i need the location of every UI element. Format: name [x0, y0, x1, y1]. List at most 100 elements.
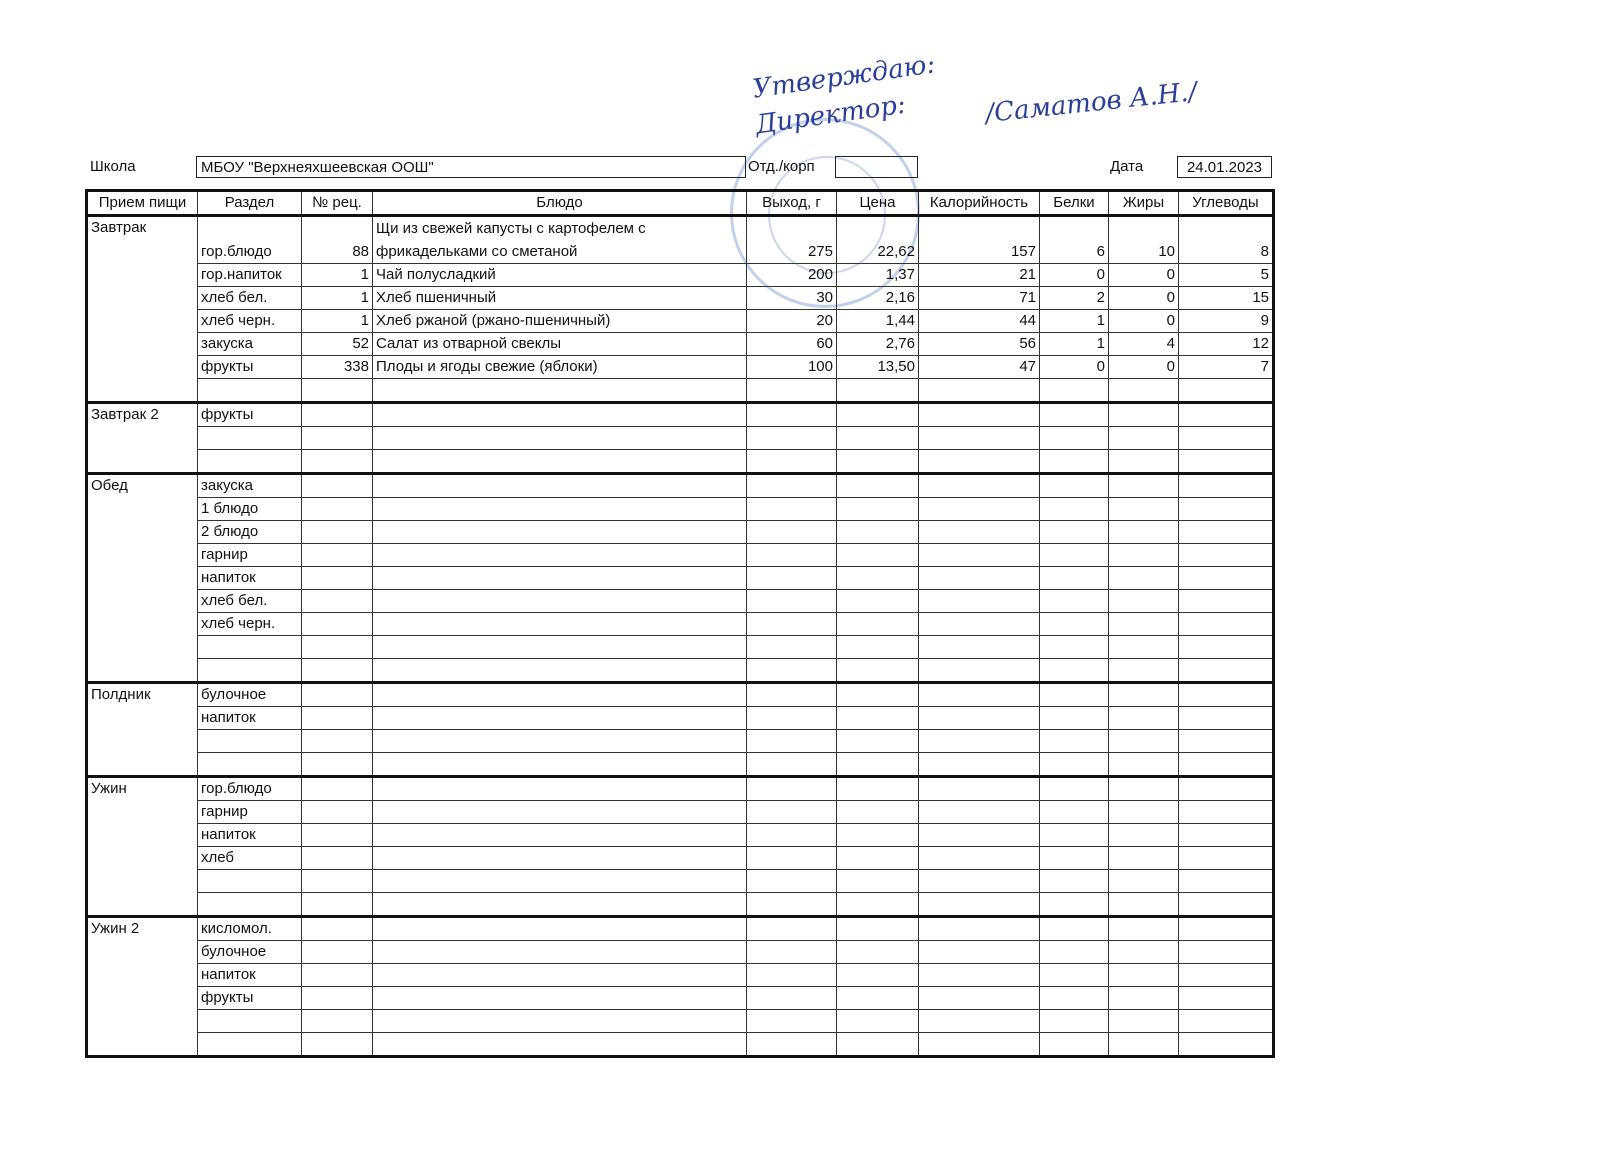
cell: [746, 658, 837, 683]
cell: [301, 986, 373, 1010]
cell: [197, 635, 302, 659]
menu-row: [87, 1032, 1274, 1057]
cell: [918, 681, 1040, 707]
cell: 4: [1108, 332, 1179, 356]
cell: 157: [918, 214, 1040, 264]
cell: [746, 846, 837, 870]
cell: [1178, 892, 1274, 917]
cell: 88: [301, 214, 373, 264]
cell: [918, 800, 1040, 824]
cell: 0: [1108, 309, 1179, 333]
cell: [746, 543, 837, 567]
label: Отд./корп: [748, 158, 815, 175]
cell: [918, 869, 1040, 893]
column-header: Выход, г: [746, 190, 837, 217]
cell: [301, 612, 373, 636]
cell: [836, 566, 919, 590]
cell: гор.напиток: [197, 263, 302, 287]
cell: фрукты: [197, 986, 302, 1010]
cell: [746, 566, 837, 590]
cell: [746, 729, 837, 753]
cell: [1108, 846, 1179, 870]
cell: [918, 963, 1040, 987]
cell: Щи из свежей капусты с картофелем с фрик…: [372, 214, 747, 264]
cell: [1178, 635, 1274, 659]
cell: [918, 915, 1040, 941]
menu-row: [87, 658, 1274, 683]
cell: [372, 401, 747, 427]
header-row: Прием пищи Раздел № рец. Блюдо Выход, г Цена К…: [86, 190, 1274, 217]
cell: [918, 401, 1040, 427]
cell: [1039, 426, 1109, 450]
cell: [1108, 986, 1179, 1010]
cell: [301, 635, 373, 659]
cell: [1178, 729, 1274, 753]
cell: [197, 752, 302, 777]
cell: [918, 846, 1040, 870]
menu-row: [87, 426, 1274, 450]
cell: [918, 940, 1040, 964]
cell: [1039, 612, 1109, 636]
cell: 1: [1039, 332, 1109, 356]
cell: [1039, 869, 1109, 893]
cell: гарнир: [197, 800, 302, 824]
cell: [836, 589, 919, 613]
cell: [836, 752, 919, 777]
cell: [301, 426, 373, 450]
cell: 56: [918, 332, 1040, 356]
cell: 6: [1039, 214, 1109, 264]
cell: [1178, 915, 1274, 941]
cell: [918, 775, 1040, 801]
cell: [746, 892, 837, 917]
cell: 10: [1108, 214, 1179, 264]
cell: [836, 401, 919, 427]
cell: [1178, 449, 1274, 474]
cell: фрукты: [197, 355, 302, 379]
cell: [301, 449, 373, 474]
cell: [836, 869, 919, 893]
cell: [836, 612, 919, 636]
cell: [836, 729, 919, 753]
cell: [918, 1009, 1040, 1033]
cell: [1178, 472, 1274, 498]
cell: [372, 612, 747, 636]
cell: 0: [1039, 263, 1109, 287]
cell: [1039, 449, 1109, 474]
cell: [372, 426, 747, 450]
cell: [918, 612, 1040, 636]
cell: 44: [918, 309, 1040, 333]
cell: [197, 426, 302, 450]
cell: [1108, 472, 1179, 498]
cell: [1108, 729, 1179, 753]
menu-row: Полдник булочное: [86, 681, 1274, 777]
column-header: № рец.: [301, 190, 373, 217]
meal-name: Ужин 2: [86, 915, 198, 1057]
cell: [1108, 520, 1179, 544]
cell: [372, 589, 747, 613]
cell: [836, 892, 919, 917]
cell: [301, 658, 373, 683]
label: Школа: [90, 158, 136, 175]
cell: [918, 706, 1040, 730]
cell: [301, 378, 373, 403]
cell: 0: [1108, 355, 1179, 379]
cell: [918, 658, 1040, 683]
cell: 100: [746, 355, 837, 379]
cell: [1108, 635, 1179, 659]
cell: [746, 612, 837, 636]
cell: [301, 681, 373, 707]
cell: гарнир: [197, 543, 302, 567]
column-header: Блюдо: [372, 190, 747, 217]
cell: [836, 449, 919, 474]
cell: [1039, 378, 1109, 403]
cell: [746, 800, 837, 824]
cell: [1108, 681, 1179, 707]
cell: 20: [746, 309, 837, 333]
cell: [197, 892, 302, 917]
cell: [1108, 869, 1179, 893]
cell: [1108, 401, 1179, 427]
cell: [301, 892, 373, 917]
cell: [836, 986, 919, 1010]
cell: [836, 1009, 919, 1033]
cell: [372, 1032, 747, 1057]
